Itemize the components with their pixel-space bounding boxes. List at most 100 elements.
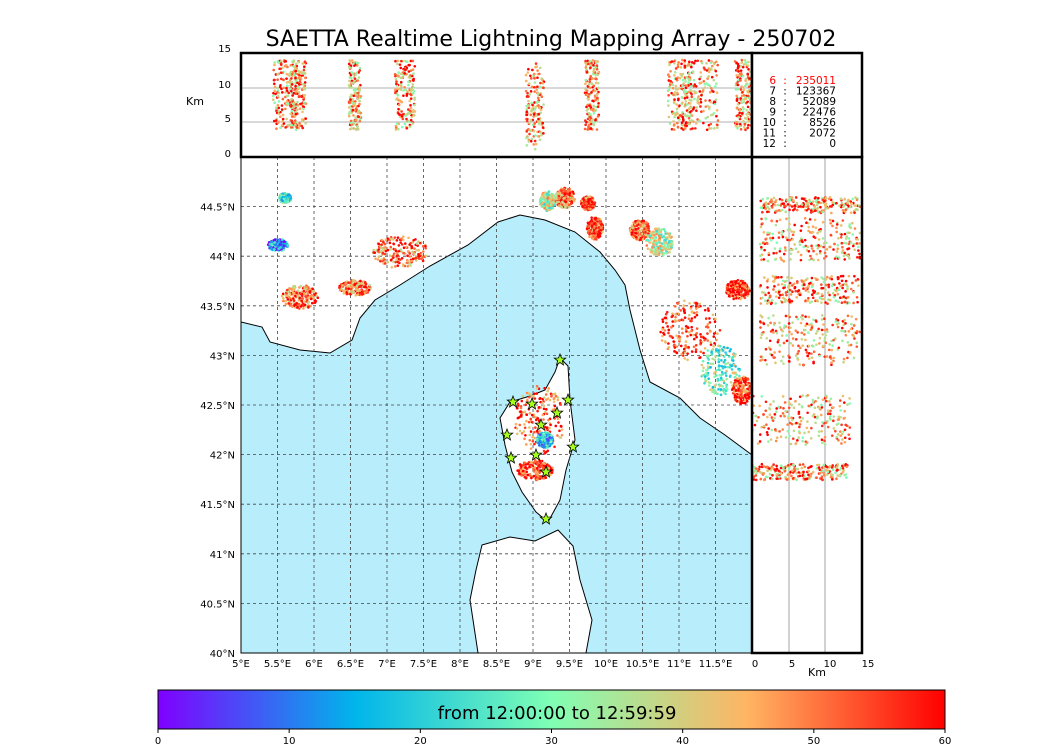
- lightning-source: [523, 411, 526, 414]
- lightning-source: [673, 116, 676, 119]
- lightning-source: [746, 101, 749, 104]
- lightning-source: [702, 360, 705, 363]
- lightning-source: [517, 405, 520, 408]
- lightning-source: [674, 71, 677, 74]
- lightning-source: [297, 104, 300, 107]
- lightning-source: [558, 429, 561, 432]
- lightning-source: [801, 203, 804, 206]
- lightning-source: [534, 134, 537, 137]
- lightning-source: [701, 364, 704, 367]
- lightning-source: [338, 286, 341, 289]
- lightning-source: [301, 95, 304, 98]
- lightning-source: [712, 79, 715, 82]
- lightning-source: [273, 248, 276, 251]
- lightning-source: [530, 447, 533, 450]
- lightning-source: [680, 66, 683, 69]
- lightning-source: [740, 69, 743, 72]
- lightning-source: [744, 85, 747, 88]
- lightning-source: [295, 129, 298, 132]
- lightning-source: [683, 59, 686, 62]
- lightning-source: [298, 303, 301, 306]
- lightning-source: [695, 336, 698, 339]
- lightning-source: [523, 437, 526, 440]
- lightning-source: [347, 285, 350, 288]
- lightning-source: [642, 222, 645, 225]
- lightning-source: [661, 318, 664, 321]
- lightning-source: [736, 121, 739, 124]
- lightning-source: [285, 200, 288, 203]
- lightning-source: [770, 200, 773, 203]
- lightning-source: [594, 66, 597, 69]
- lightning-source: [534, 459, 537, 462]
- lightning-source: [302, 108, 305, 111]
- lightning-source: [527, 100, 530, 103]
- lightning-source: [525, 130, 528, 133]
- lightning-source: [379, 260, 382, 263]
- lightning-source: [358, 103, 361, 106]
- lightning-source: [695, 307, 698, 310]
- lightning-source: [728, 289, 731, 292]
- lightning-source: [671, 320, 674, 323]
- lightning-source: [303, 86, 306, 89]
- lightning-source: [396, 122, 399, 125]
- lightning-source: [732, 359, 735, 362]
- lightning-source: [773, 197, 776, 200]
- lon-tick: 6.5°E: [337, 659, 364, 670]
- lightning-source: [531, 69, 534, 72]
- lightning-source: [293, 299, 296, 302]
- lightning-source: [359, 280, 362, 283]
- lightning-source: [570, 200, 573, 203]
- lightning-source: [377, 256, 380, 259]
- lightning-source: [360, 112, 363, 115]
- lightning-source: [665, 241, 668, 244]
- lightning-source: [538, 135, 541, 138]
- lightning-source: [303, 65, 306, 68]
- lightning-source: [729, 348, 732, 351]
- lightning-source: [584, 79, 587, 82]
- lightning-source: [525, 74, 528, 77]
- lightning-source: [547, 442, 550, 445]
- lightning-source: [286, 100, 289, 103]
- lightning-source: [404, 242, 407, 245]
- lightning-source: [407, 250, 410, 253]
- lightning-source: [688, 331, 691, 334]
- lightning-source: [280, 199, 283, 202]
- lightning-source: [666, 236, 669, 239]
- lightning-source: [720, 349, 723, 352]
- lightning-source: [706, 339, 709, 342]
- lightning-source: [538, 397, 541, 400]
- lightning-source: [807, 202, 810, 205]
- lightning-source: [407, 108, 410, 111]
- lightning-source: [667, 329, 670, 332]
- lightning-source: [296, 101, 299, 104]
- lightning-source: [291, 115, 294, 118]
- lightning-source: [294, 286, 297, 289]
- lightning-source: [717, 379, 720, 382]
- lightning-source: [303, 290, 306, 293]
- lightning-source: [536, 462, 539, 465]
- lightning-source: [534, 140, 537, 143]
- lightning-source: [528, 466, 531, 469]
- lightning-source: [743, 288, 746, 291]
- lightning-source: [709, 366, 712, 369]
- lightning-source: [796, 202, 799, 205]
- lightning-source: [350, 71, 353, 74]
- lightning-source: [678, 104, 681, 107]
- lightning-source: [409, 104, 412, 107]
- lightning-source: [653, 253, 656, 256]
- lightning-source: [407, 64, 410, 67]
- lightning-source: [282, 86, 285, 89]
- lightning-source: [546, 193, 549, 196]
- lightning-source: [677, 64, 680, 67]
- lightning-source: [377, 243, 380, 246]
- lightning-source: [681, 101, 684, 104]
- lightning-source: [600, 223, 603, 226]
- lightning-source: [698, 78, 701, 81]
- lightning-source: [671, 112, 674, 115]
- lightning-source: [713, 127, 716, 130]
- lightning-source: [650, 238, 653, 241]
- lightning-source: [590, 108, 593, 111]
- lightning-source: [410, 119, 413, 122]
- lightning-source: [700, 81, 703, 84]
- lightning-source: [397, 74, 400, 77]
